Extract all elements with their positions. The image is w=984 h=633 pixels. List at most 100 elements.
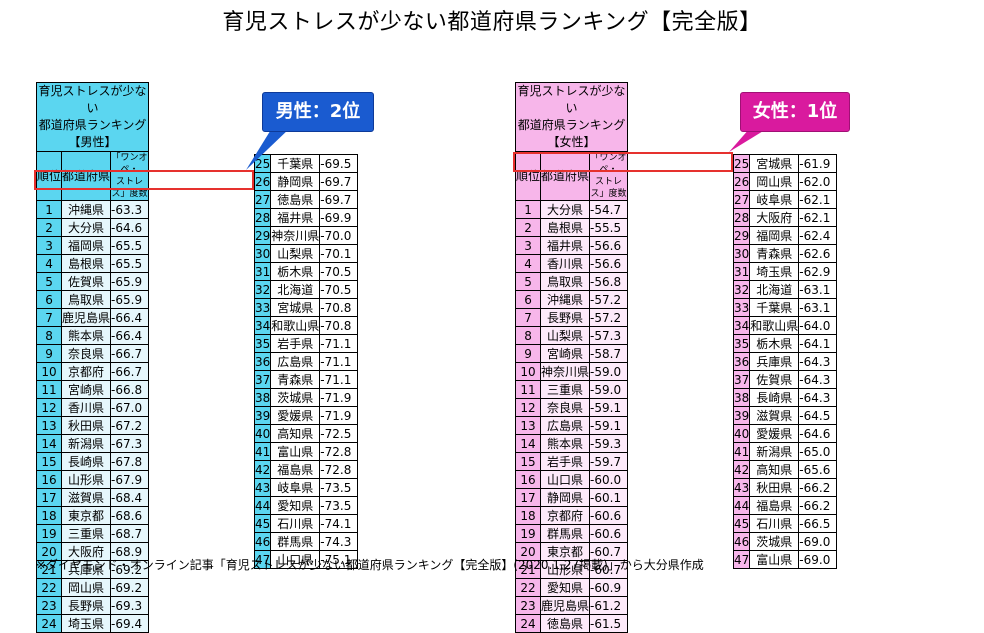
table-row: 5 佐賀県 -65.9 bbox=[35, 272, 150, 291]
rank-cell: 13 bbox=[35, 416, 63, 435]
score-cell: -60.1 bbox=[589, 488, 629, 507]
female-ranking-table: 育児ストレスが少ない 都道府県ランキング【女性】 順位 都道府県 「ワンオペ・ スト… bbox=[514, 82, 629, 633]
rank-cell: 17 bbox=[514, 488, 542, 507]
score-cell: -71.9 bbox=[319, 406, 359, 425]
male-col-rank: 順位 bbox=[35, 151, 63, 201]
table-row: 30 山梨県 -70.1 bbox=[253, 244, 359, 263]
female-callout-pointer bbox=[729, 128, 768, 152]
prefecture-cell: 岐阜県 bbox=[270, 478, 321, 497]
score-cell: -59.0 bbox=[589, 362, 629, 381]
score-cell: -57.2 bbox=[589, 308, 629, 327]
rank-cell: 21 bbox=[514, 560, 542, 579]
rank-cell: 47 bbox=[253, 550, 272, 569]
male-callout-pointer bbox=[246, 128, 290, 170]
score-cell: -67.2 bbox=[110, 416, 150, 435]
rank-cell: 23 bbox=[35, 596, 63, 615]
rank-cell: 9 bbox=[514, 344, 542, 363]
table-row: 45 石川県 -66.5 bbox=[732, 514, 838, 533]
table-row: 18 京都府 -60.6 bbox=[514, 506, 629, 525]
score-cell: -71.1 bbox=[319, 370, 359, 389]
prefecture-cell: 宮崎県 bbox=[61, 380, 112, 399]
rank-cell: 37 bbox=[732, 370, 751, 389]
score-cell: -73.5 bbox=[319, 478, 359, 497]
table-row: 39 愛媛県 -71.9 bbox=[253, 406, 359, 425]
table-row: 31 栃木県 -70.5 bbox=[253, 262, 359, 281]
score-cell: -70.8 bbox=[319, 298, 359, 317]
score-cell: -71.9 bbox=[319, 388, 359, 407]
prefecture-cell: 佐賀県 bbox=[749, 370, 800, 389]
prefecture-cell: 岐阜県 bbox=[749, 190, 800, 209]
table-row: 28 福井県 -69.9 bbox=[253, 208, 359, 227]
score-cell: -60.7 bbox=[589, 560, 629, 579]
rank-cell: 40 bbox=[732, 424, 751, 443]
table-row: 37 青森県 -71.1 bbox=[253, 370, 359, 389]
rank-cell: 34 bbox=[732, 316, 751, 335]
rank-cell: 46 bbox=[253, 532, 272, 551]
table-row: 23 鹿児島県 -61.2 bbox=[514, 596, 629, 615]
rank-cell: 42 bbox=[732, 460, 751, 479]
score-cell: -68.7 bbox=[110, 524, 150, 543]
table-row: 10 京都府 -66.7 bbox=[35, 362, 150, 381]
male-rows-continued: 25 千葉県 -69.5 26 静岡県 -69.7 27 徳島県 -69.7 28 福井県 -69.9… bbox=[253, 154, 359, 569]
prefecture-cell: 長野県 bbox=[61, 596, 112, 615]
prefecture-cell: 茨城県 bbox=[270, 388, 321, 407]
score-cell: -68.4 bbox=[110, 488, 150, 507]
prefecture-cell: 長崎県 bbox=[61, 452, 112, 471]
prefecture-cell: 埼玉県 bbox=[61, 614, 112, 633]
prefecture-cell: 滋賀県 bbox=[749, 406, 800, 425]
prefecture-cell: 愛媛県 bbox=[270, 406, 321, 425]
prefecture-cell: 山形県 bbox=[540, 560, 591, 579]
score-cell: -56.8 bbox=[589, 272, 629, 291]
table-row: 34 和歌山県 -70.8 bbox=[253, 316, 359, 335]
prefecture-cell: 熊本県 bbox=[61, 326, 112, 345]
table-row: 13 広島県 -59.1 bbox=[514, 416, 629, 435]
rank-cell: 45 bbox=[732, 514, 751, 533]
prefecture-cell: 鹿児島県 bbox=[540, 596, 591, 615]
score-cell: -55.5 bbox=[589, 218, 629, 237]
female-table-title-text: 育児ストレスが少ない 都道府県ランキング【女性】 bbox=[517, 84, 626, 149]
table-row: 41 富山県 -72.8 bbox=[253, 442, 359, 461]
rank-cell: 30 bbox=[732, 244, 751, 263]
rank-cell: 31 bbox=[732, 262, 751, 281]
score-cell: -69.3 bbox=[110, 596, 150, 615]
table-row: 21 山形県 -60.7 bbox=[514, 560, 629, 579]
table-row: 42 高知県 -65.6 bbox=[732, 460, 838, 479]
rank-cell: 18 bbox=[35, 506, 63, 525]
prefecture-cell: 福島県 bbox=[749, 496, 800, 515]
table-row: 34 和歌山県 -64.0 bbox=[732, 316, 838, 335]
score-cell: -66.4 bbox=[110, 308, 150, 327]
score-cell: -64.6 bbox=[110, 218, 150, 237]
source-footnote: ※ダイヤモンド・オンライン記事「育児ストレスが少ない都道府県ランキング【完全版】… bbox=[36, 558, 704, 572]
score-cell: -65.5 bbox=[110, 254, 150, 273]
male-col-pref: 都道府県 bbox=[61, 151, 112, 201]
score-cell: -64.5 bbox=[798, 406, 838, 425]
rank-cell: 3 bbox=[35, 236, 63, 255]
score-cell: -72.8 bbox=[319, 460, 359, 479]
table-row: 32 北海道 -63.1 bbox=[732, 280, 838, 299]
score-cell: -64.3 bbox=[798, 352, 838, 371]
prefecture-cell: 静岡県 bbox=[270, 172, 321, 191]
prefecture-cell: 和歌山県 bbox=[270, 316, 321, 335]
table-row: 36 広島県 -71.1 bbox=[253, 352, 359, 371]
rank-cell: 12 bbox=[514, 398, 542, 417]
rank-cell: 20 bbox=[514, 542, 542, 561]
score-cell: -62.1 bbox=[798, 190, 838, 209]
rank-cell: 10 bbox=[514, 362, 542, 381]
prefecture-cell: 神奈川県 bbox=[270, 226, 321, 245]
table-row: 11 三重県 -59.0 bbox=[514, 380, 629, 399]
table-row: 19 群馬県 -60.6 bbox=[514, 524, 629, 543]
score-cell: -69.2 bbox=[110, 560, 150, 579]
prefecture-cell: 長野県 bbox=[540, 308, 591, 327]
score-cell: -70.8 bbox=[319, 316, 359, 335]
prefecture-cell: 沖縄県 bbox=[540, 290, 591, 309]
score-cell: -67.9 bbox=[110, 470, 150, 489]
table-row: 3 福井県 -56.6 bbox=[514, 236, 629, 255]
rank-cell: 23 bbox=[514, 596, 542, 615]
callout-pointers bbox=[246, 128, 768, 170]
table-row: 1 沖縄県 -63.3 bbox=[35, 200, 150, 219]
prefecture-cell: 福井県 bbox=[270, 208, 321, 227]
prefecture-cell: 山口県 bbox=[270, 550, 321, 569]
rank-cell: 35 bbox=[253, 334, 272, 353]
table-row: 25 宮城県 -61.9 bbox=[732, 154, 838, 173]
table-row: 6 鳥取県 -65.9 bbox=[35, 290, 150, 309]
